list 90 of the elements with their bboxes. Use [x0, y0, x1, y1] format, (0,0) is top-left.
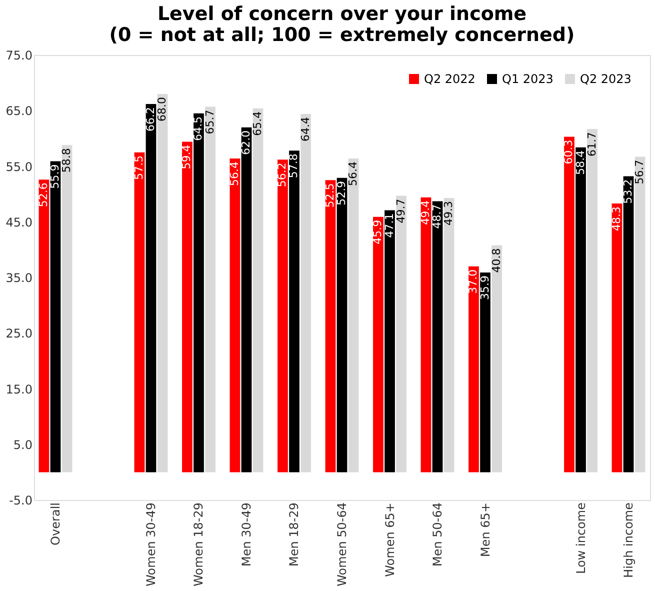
- data-label: 47.1: [382, 213, 396, 238]
- data-label: 40.8: [490, 248, 503, 273]
- bar: [348, 158, 359, 472]
- data-label: 48.3: [610, 206, 623, 232]
- data-label: 35.9: [478, 275, 492, 300]
- bar: [325, 180, 336, 472]
- bar: [50, 161, 61, 472]
- data-label: 59.4: [180, 144, 194, 170]
- data-label: 45.9: [371, 220, 384, 244]
- data-label: 48.7: [430, 204, 444, 229]
- bar: [157, 94, 168, 472]
- legend-label: Q2 2022: [424, 72, 476, 86]
- data-label: 37.0: [466, 269, 480, 294]
- data-label: 49.3: [442, 200, 456, 226]
- data-label: 55.9: [48, 164, 62, 189]
- x-tick-label: Low income: [574, 502, 588, 574]
- data-label: 53.2: [622, 179, 635, 204]
- bar: [252, 108, 264, 472]
- bar: [432, 201, 443, 472]
- data-label: 49.7: [394, 198, 408, 224]
- y-tick-label: 55.0: [6, 160, 32, 174]
- x-tick-label: Women 18-29: [192, 502, 206, 586]
- bar: [38, 180, 50, 472]
- data-label: 52.5: [323, 183, 336, 208]
- x-tick-label: Men 50-64: [430, 502, 445, 567]
- y-tick-label: 5.0: [13, 438, 32, 452]
- bar: [396, 196, 406, 472]
- y-tick-label: 35.0: [6, 271, 32, 285]
- data-label: 56.4: [346, 161, 360, 186]
- x-tick-label: Women 65+: [382, 502, 397, 577]
- data-label: 61.7: [585, 132, 598, 156]
- legend-label: Q2 2023: [580, 72, 632, 86]
- bar: [634, 156, 646, 472]
- bar: [241, 127, 252, 472]
- x-tick-label: High income: [622, 502, 636, 578]
- y-tick-label: 15.0: [6, 382, 32, 396]
- bar: [623, 176, 634, 472]
- data-label: 68.0: [156, 96, 169, 122]
- bar: [289, 150, 300, 472]
- chart-title: Level of concern over your income (0 = not at all; 100 = extremely concerned): [109, 3, 575, 46]
- bar: [564, 136, 574, 472]
- bar: [373, 216, 384, 472]
- bar: [62, 145, 72, 472]
- data-label: 58.4: [574, 150, 587, 175]
- data-label: 60.3: [562, 140, 576, 164]
- data-label: 64.5: [192, 116, 205, 141]
- data-label: 66.2: [144, 106, 157, 132]
- bar: [194, 113, 204, 472]
- bar: [480, 272, 490, 472]
- data-label: 52.9: [335, 180, 348, 206]
- data-label: 65.7: [203, 110, 216, 134]
- bar: [587, 128, 598, 472]
- data-label: 56.2: [276, 162, 289, 188]
- bar: [182, 142, 192, 472]
- data-label: 49.4: [418, 200, 432, 225]
- bar: [278, 160, 288, 472]
- bar: [576, 147, 586, 472]
- bar: [230, 158, 240, 472]
- x-tick-label: Men 30-49: [239, 502, 254, 567]
- x-tick-label: Men 65+: [478, 502, 492, 557]
- data-label: 62.0: [239, 130, 252, 155]
- data-label: 58.8: [60, 148, 74, 173]
- x-tick-label: Overall: [48, 502, 62, 546]
- bar: [300, 114, 311, 472]
- legend-label: Q1 2023: [502, 72, 554, 86]
- bar: [420, 197, 432, 472]
- bar: [468, 266, 479, 472]
- bar: [134, 152, 145, 472]
- bar: [336, 178, 348, 472]
- bar: [444, 198, 454, 472]
- data-label: 52.6: [36, 182, 50, 208]
- y-tick-label: 45.0: [6, 215, 32, 230]
- y-tick-label: 75.0: [6, 48, 32, 62]
- data-label: 57.8: [287, 154, 300, 178]
- bar: [612, 204, 622, 472]
- data-label: 57.5: [132, 155, 146, 180]
- data-label: 65.4: [251, 111, 264, 136]
- bar: [492, 245, 502, 472]
- bar: [146, 104, 156, 472]
- data-label: 56.7: [633, 160, 646, 184]
- y-tick-label: 25.0: [6, 326, 32, 341]
- bar: [384, 210, 395, 472]
- x-tick-label: Men 18-29: [287, 502, 302, 567]
- y-tick-label: -5.0: [9, 494, 32, 508]
- x-tick-label: Women 50-64: [335, 502, 349, 586]
- y-tick-label: 65.0: [6, 104, 32, 118]
- bar: [205, 106, 216, 472]
- data-label: 64.4: [298, 116, 312, 142]
- x-tick-label: Women 30-49: [144, 502, 158, 586]
- data-label: 56.4: [228, 161, 241, 186]
